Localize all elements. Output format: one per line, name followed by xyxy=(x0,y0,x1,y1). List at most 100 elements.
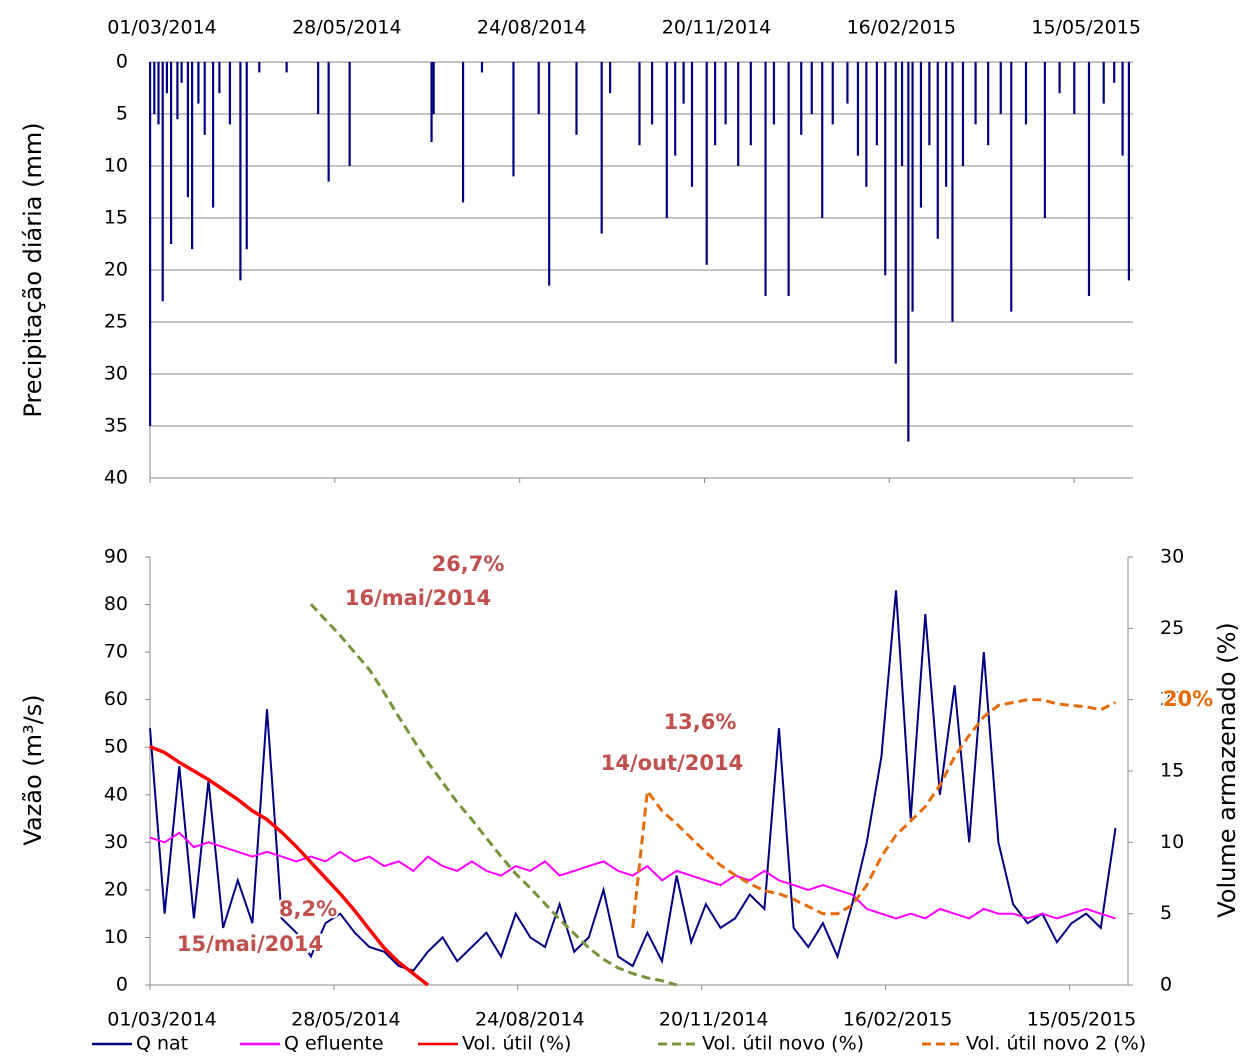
y-axis-title: Vazão (m³/s) xyxy=(19,694,47,845)
bar xyxy=(865,62,868,187)
annotation: 8,2% xyxy=(279,897,337,921)
legend-label: Vol. útil (%) xyxy=(462,1033,571,1055)
y-tick-label: 30 xyxy=(104,831,128,853)
bar xyxy=(176,62,179,120)
bar xyxy=(285,62,288,73)
bar xyxy=(936,62,939,239)
bar xyxy=(831,62,834,125)
series-line xyxy=(631,698,1117,929)
bar xyxy=(1087,62,1091,296)
x-tick-label: 24/08/2014 xyxy=(477,17,587,39)
bar xyxy=(228,62,232,125)
bar xyxy=(480,62,484,73)
bar xyxy=(821,62,824,218)
bar xyxy=(999,62,1002,114)
bar xyxy=(165,62,169,94)
bar xyxy=(787,62,790,296)
bar xyxy=(724,62,727,125)
x-tick-label: 15/05/2015 xyxy=(1031,17,1141,39)
y-tick-label: 20 xyxy=(104,259,128,281)
bar xyxy=(714,62,717,146)
bar xyxy=(203,62,206,135)
annotation: 26,7% xyxy=(432,552,505,576)
x-tick-label: 20/11/2014 xyxy=(662,17,772,39)
x-tick-label: 16/02/2015 xyxy=(847,17,957,39)
y2-tick-label: 0 xyxy=(1160,974,1172,996)
y-tick-label: 15 xyxy=(104,207,128,229)
bar xyxy=(749,62,752,146)
series-line xyxy=(149,831,1116,920)
y2-tick-label: 15 xyxy=(1160,760,1184,782)
bar xyxy=(1121,62,1124,156)
y-tick-label: 60 xyxy=(104,688,128,710)
bar xyxy=(1073,62,1076,114)
bar xyxy=(1058,62,1061,94)
y-tick-label: 90 xyxy=(104,546,128,568)
x-tick-label: 28/05/2014 xyxy=(291,1009,401,1031)
x-tick-label: 01/03/2014 xyxy=(107,1009,217,1031)
bar xyxy=(180,62,183,83)
bar xyxy=(608,62,612,94)
bar xyxy=(894,62,897,364)
bar xyxy=(911,62,914,312)
legend-label: Vol. útil novo (%) xyxy=(702,1033,864,1055)
series-line xyxy=(149,590,1117,972)
y-tick-label: 25 xyxy=(104,311,128,333)
y-tick-label: 40 xyxy=(104,783,128,805)
bar xyxy=(153,62,156,114)
bar xyxy=(945,62,948,187)
bar xyxy=(772,62,776,125)
bar xyxy=(919,62,923,208)
bar xyxy=(737,62,740,166)
bar xyxy=(682,62,685,104)
legend-label: Vol. útil novo 2 (%) xyxy=(966,1033,1146,1055)
annotation: 14/out/2014 xyxy=(601,751,743,775)
bar xyxy=(1043,62,1046,218)
y2-axis-title: Volume armazenado (%) xyxy=(1213,622,1241,918)
bar xyxy=(638,62,641,146)
bar xyxy=(951,62,954,322)
bar xyxy=(907,62,910,442)
annotation: 15/mai/2014 xyxy=(177,932,323,956)
series-line xyxy=(149,745,429,987)
x-tick-label: 28/05/2014 xyxy=(292,17,402,39)
x-tick-label: 01/03/2014 xyxy=(107,17,217,39)
bar xyxy=(884,62,887,276)
bar xyxy=(961,62,965,166)
bar xyxy=(170,62,173,244)
bar xyxy=(1102,62,1105,104)
series-line xyxy=(309,603,678,987)
bar xyxy=(245,62,248,250)
bar xyxy=(1127,62,1130,281)
bar xyxy=(690,62,694,187)
bar xyxy=(810,62,813,114)
bar xyxy=(258,62,261,73)
bar xyxy=(987,62,990,146)
bar xyxy=(600,62,603,234)
bar xyxy=(461,62,465,203)
bar xyxy=(928,62,931,146)
y2-tick-label: 5 xyxy=(1160,902,1172,924)
y-tick-label: 30 xyxy=(104,363,128,385)
bar xyxy=(197,62,200,104)
bar xyxy=(537,62,540,114)
y2-tick-label: 20 xyxy=(1160,688,1184,710)
bar xyxy=(161,62,164,302)
bar xyxy=(1113,62,1116,83)
legend-label: Q nat xyxy=(136,1033,188,1055)
y2-tick-label: 10 xyxy=(1160,831,1184,853)
bar xyxy=(900,62,904,166)
y-tick-label: 0 xyxy=(116,51,128,73)
y-axis-title: Precipitação diária (mm) xyxy=(19,122,47,417)
legend-label: Q efluente xyxy=(284,1033,384,1055)
bar xyxy=(239,62,242,281)
y-tick-label: 50 xyxy=(104,736,128,758)
bar xyxy=(575,62,578,135)
bar xyxy=(705,62,708,265)
bar xyxy=(327,62,330,182)
bar xyxy=(149,62,152,426)
x-tick-label: 20/11/2014 xyxy=(659,1009,769,1031)
y-tick-label: 10 xyxy=(104,155,128,177)
y-tick-label: 40 xyxy=(104,467,128,489)
